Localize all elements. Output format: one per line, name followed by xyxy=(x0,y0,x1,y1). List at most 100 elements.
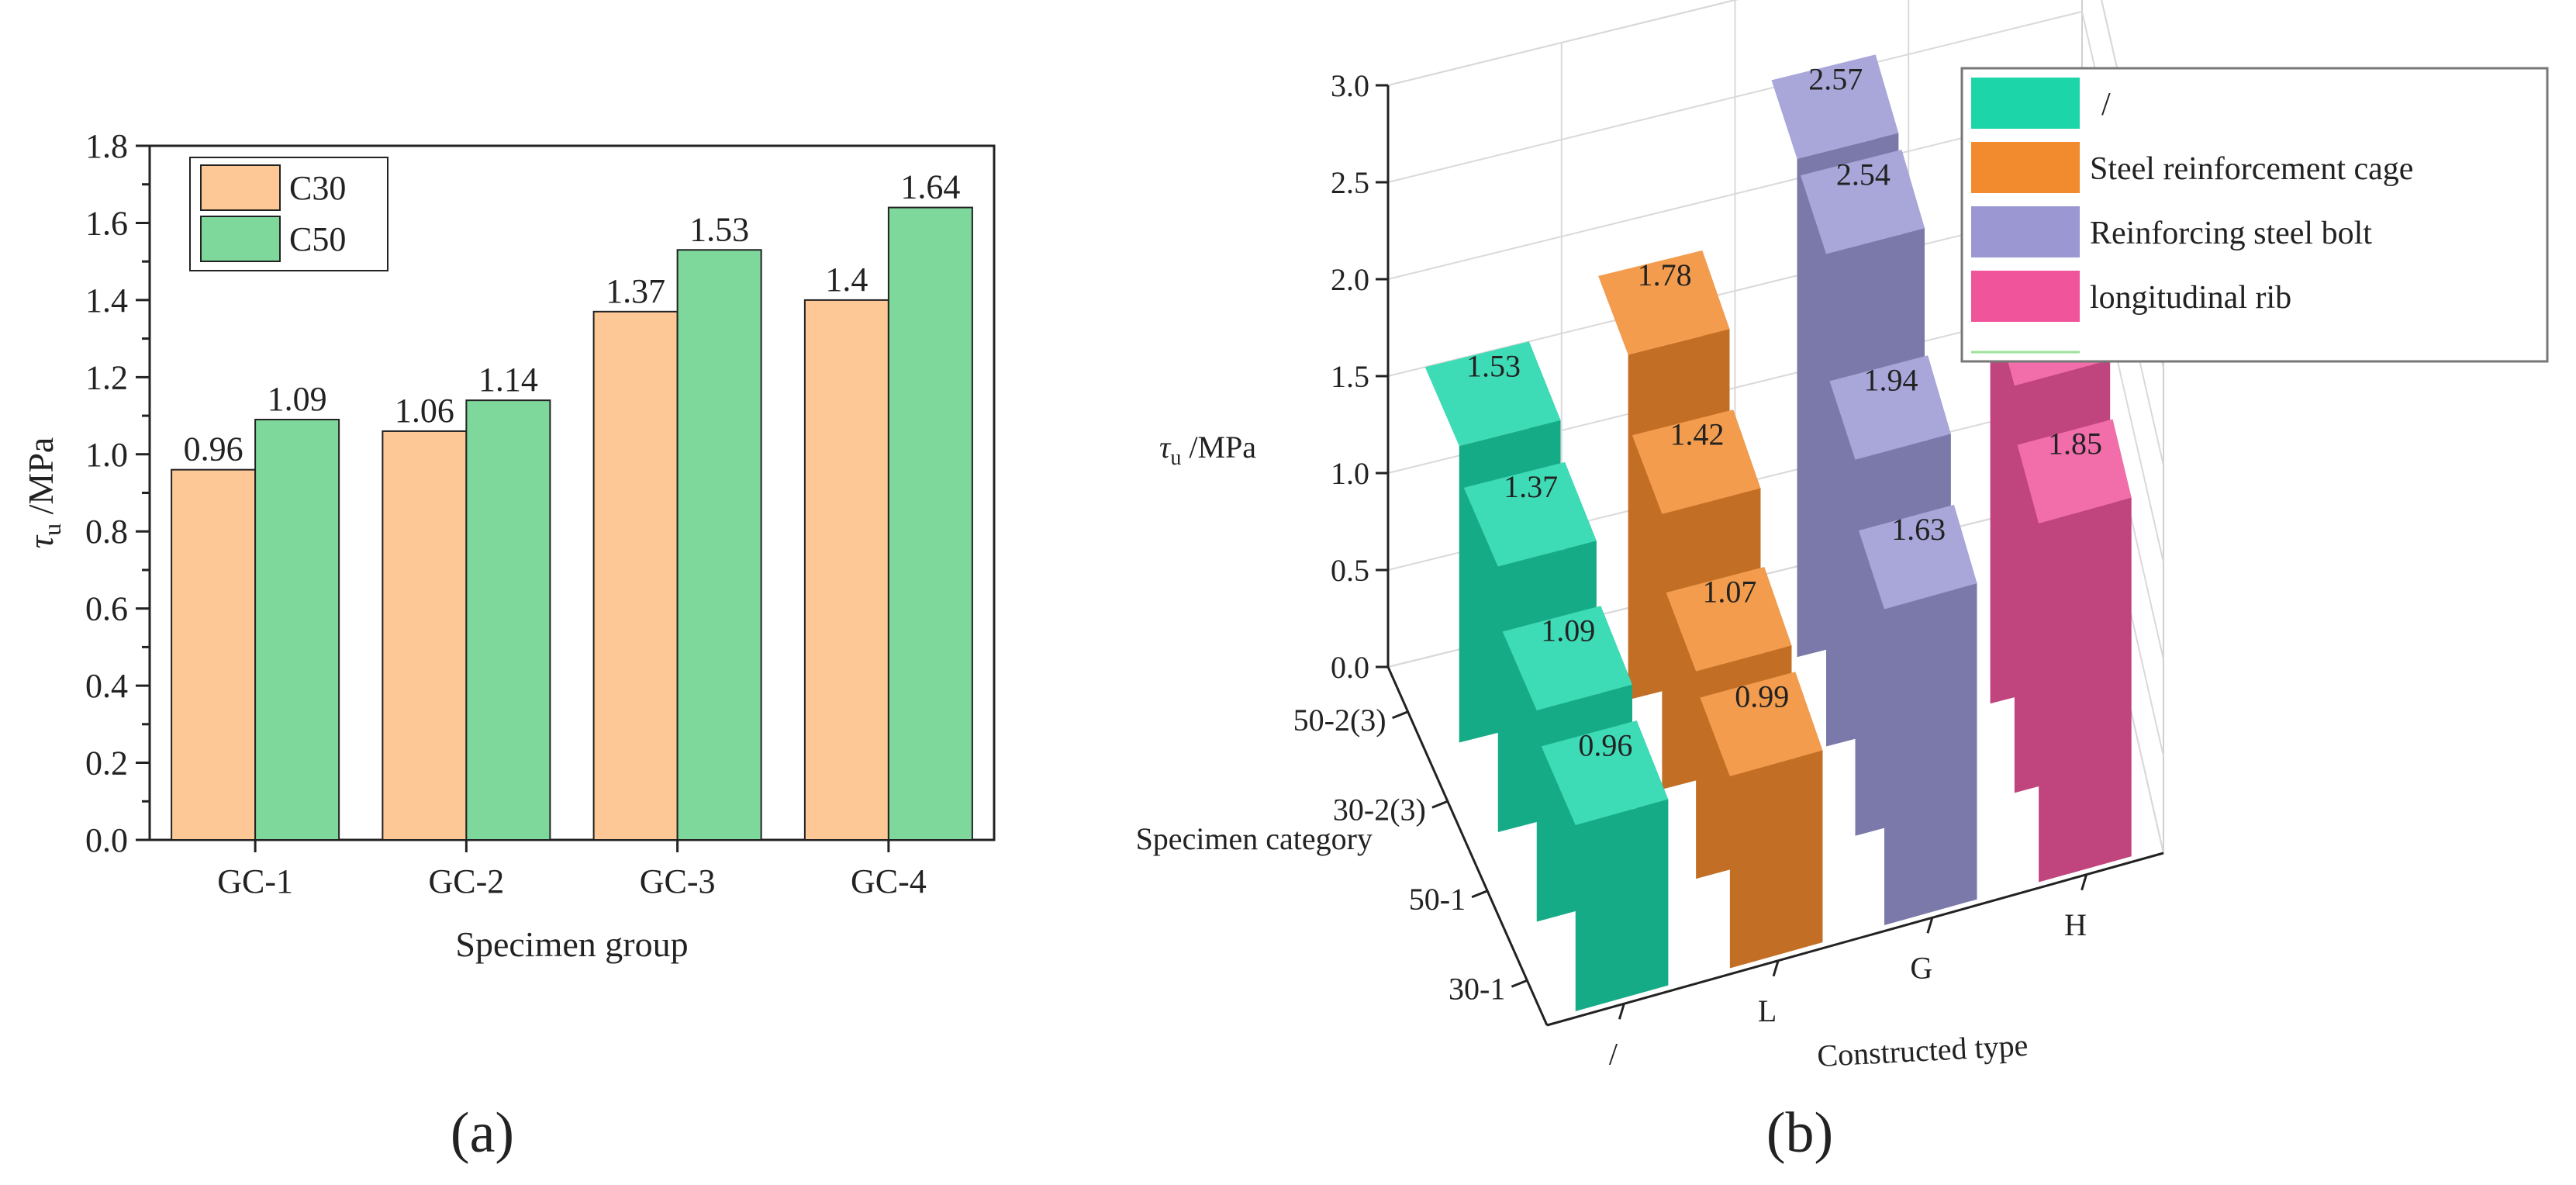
type-tick xyxy=(1926,917,1934,934)
type-axis xyxy=(1546,852,2164,1027)
bar-c30-gc-4 xyxy=(803,299,889,841)
z-tick-label: 0.0 xyxy=(1331,650,1369,685)
bar-c30-gc-3 xyxy=(592,310,679,841)
bar-c50-gc-3 xyxy=(676,249,762,841)
bar-c50-gc-1 xyxy=(254,419,340,841)
category-tick-label: 30-1 xyxy=(1449,971,1505,1006)
bar-top-face xyxy=(1859,504,1977,610)
x-tick-label: GC-2 xyxy=(428,862,504,900)
z-axis-label: τu /MPa xyxy=(1159,430,1256,470)
bar-top-face xyxy=(1598,250,1730,355)
bar3d-longitudinal-rib-30-1: 1.85 xyxy=(2017,419,2132,883)
type-tick-label: H xyxy=(2064,907,2087,942)
y-axis-label: τu /MPa xyxy=(21,437,66,549)
z-tick-label: 1.5 xyxy=(1331,359,1369,394)
x-tick-label: GC-1 xyxy=(217,862,293,900)
bar-c30-gc-2 xyxy=(382,430,468,841)
bar-top-face xyxy=(1666,566,1792,672)
legend-swatch xyxy=(1971,206,2080,257)
legend-swatch xyxy=(200,164,281,211)
bar-top-face xyxy=(1829,355,1951,460)
z-tick-label: 1.0 xyxy=(1331,456,1369,491)
x-tick-label: GC-3 xyxy=(640,862,716,900)
data-label: 1.06 xyxy=(395,392,454,430)
data-label: 1.37 xyxy=(1504,469,1558,504)
y-tick-label: 1.8 xyxy=(85,127,128,165)
legend-swatch xyxy=(1971,78,2080,129)
bar3d-steel-reinforcement-cage-30-1: 0.99 xyxy=(1700,672,1823,969)
data-label: 0.99 xyxy=(1735,679,1789,714)
legend-label: / xyxy=(2101,87,2111,123)
bar-top-face xyxy=(1463,461,1597,567)
data-label: 1.42 xyxy=(1670,416,1724,451)
legend-label: C50 xyxy=(289,220,346,258)
data-label: 2.57 xyxy=(1808,62,1863,97)
data-label: 1.09 xyxy=(268,380,327,418)
chart-b: 0.0 0.5 1.0 1.5 2.0 2.5 3.0 τu /MPa 30-1 50-1 30-2… xyxy=(1136,0,2549,1073)
x-tick-label: GC-4 xyxy=(851,862,927,900)
category-tick xyxy=(1471,890,1488,899)
z-tick-label: 0.5 xyxy=(1331,553,1369,588)
type-tick xyxy=(1618,1003,1625,1020)
z-tick-label: 3.0 xyxy=(1331,68,1369,103)
data-label: 1.94 xyxy=(1863,362,1918,397)
category-tick-label: 30-2(3) xyxy=(1333,792,1426,827)
z-axis-unit: /MPa xyxy=(1181,430,1256,465)
data-label: 1.09 xyxy=(1541,613,1595,648)
category-tick xyxy=(1431,800,1449,809)
panel-label-b: (b) xyxy=(1766,1101,1833,1165)
legend-swatch xyxy=(1971,142,2080,193)
data-label: 1.14 xyxy=(478,361,538,399)
bar-top-face xyxy=(2017,419,2132,523)
bar-top-face xyxy=(1541,720,1669,825)
y-tick-label: 0.8 xyxy=(85,513,128,551)
type-tick xyxy=(2080,874,2088,891)
y-tick-label: 1.4 xyxy=(85,282,128,320)
bar-top-face xyxy=(1801,150,1925,254)
y-tick-label: 0.2 xyxy=(85,745,128,783)
category-tick-label: 50-2(3) xyxy=(1293,703,1386,738)
y-tick-label: 1.0 xyxy=(85,436,128,474)
bar-top-face xyxy=(1771,54,1899,159)
panel-label-a: (a) xyxy=(451,1101,514,1165)
category-tick xyxy=(1511,979,1528,988)
category-tick-label: 50-1 xyxy=(1409,882,1466,917)
legend-label: Steel reinforcement cage xyxy=(2090,151,2413,187)
bar-front-face xyxy=(1884,583,1977,925)
data-label: 0.96 xyxy=(1578,728,1632,763)
y-tick-label: 1.2 xyxy=(85,358,128,396)
bar-front-face xyxy=(1729,750,1823,969)
legend-label: C30 xyxy=(289,169,346,207)
y-tick-label: 0.0 xyxy=(85,821,128,859)
legend-label: longitudinal rib xyxy=(2090,280,2291,316)
z-axis-symbol: τ xyxy=(1159,430,1172,465)
z-tick-label: 2.0 xyxy=(1331,262,1369,297)
y-tick-label: 1.6 xyxy=(85,204,128,242)
data-label: 0.96 xyxy=(184,430,243,468)
data-label: 1.64 xyxy=(900,168,960,206)
bar3d-reinforcing-steel-bolt-30-1: 1.63 xyxy=(1859,504,1977,925)
type-tick-label: / xyxy=(1609,1036,1618,1071)
legend-swatch xyxy=(1971,271,2080,322)
bar-top-face xyxy=(1632,409,1761,514)
bar-front-face xyxy=(2039,497,2132,883)
data-label: 1.37 xyxy=(606,272,665,310)
bar-top-face xyxy=(1502,606,1632,710)
data-label: 1.78 xyxy=(1638,257,1692,292)
bar-top-face xyxy=(1700,672,1823,776)
z-tick-label: 2.5 xyxy=(1331,165,1369,200)
bar-front-face xyxy=(1575,799,1669,1011)
category-axis xyxy=(1386,666,1549,1026)
data-label: 1.63 xyxy=(1891,512,1946,547)
z-axis-subscript: u xyxy=(1170,446,1181,470)
bar-c50-gc-2 xyxy=(465,399,551,841)
y-axis-unit: /MPa xyxy=(21,437,60,523)
bar3d---30-1: 0.96 xyxy=(1541,720,1669,1011)
type-tick-label: L xyxy=(1758,993,1777,1028)
data-label: 1.85 xyxy=(2048,427,2102,461)
data-label: 1.53 xyxy=(689,210,749,248)
y-axis-subscript: u xyxy=(38,523,66,536)
chart-a: 0.0 0.2 0.4 0.6 0.8 1.0 1.2 1.4 1.6 1.8 τu /MPa GC-… xyxy=(21,127,996,964)
y-axis-symbol: τ xyxy=(21,534,60,548)
